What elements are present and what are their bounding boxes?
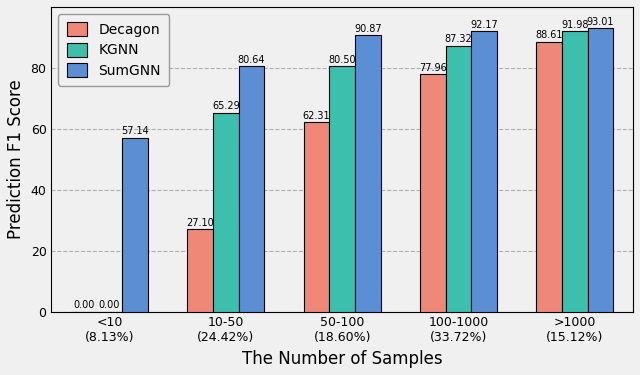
Text: 91.98: 91.98 (561, 20, 589, 30)
Text: 27.10: 27.10 (186, 218, 214, 228)
Legend: Decagon, KGNN, SumGNN: Decagon, KGNN, SumGNN (58, 14, 170, 86)
Bar (188, 229, 213, 312)
Text: 90.87: 90.87 (354, 24, 381, 33)
Bar (445, 46, 471, 312)
Text: 65.29: 65.29 (212, 102, 240, 111)
Bar (471, 31, 497, 312)
Text: 80.64: 80.64 (237, 55, 265, 65)
Text: 77.96: 77.96 (419, 63, 447, 73)
Y-axis label: Prediction F1 Score: Prediction F1 Score (7, 80, 25, 239)
Text: 92.17: 92.17 (470, 20, 498, 30)
Bar (588, 28, 613, 312)
Text: 80.50: 80.50 (328, 55, 356, 65)
X-axis label: The Number of Samples: The Number of Samples (242, 350, 442, 368)
Bar (562, 32, 588, 312)
Bar (304, 122, 330, 312)
Bar (536, 42, 562, 312)
Text: 0.00: 0.00 (99, 300, 120, 310)
Bar (420, 74, 445, 312)
Text: 87.32: 87.32 (445, 34, 472, 44)
Bar (213, 113, 239, 312)
Text: 88.61: 88.61 (536, 30, 563, 40)
Bar (330, 66, 355, 312)
Text: 62.31: 62.31 (303, 111, 330, 121)
Bar (122, 138, 148, 312)
Bar (355, 35, 381, 312)
Text: 0.00: 0.00 (73, 300, 95, 310)
Bar (239, 66, 264, 312)
Text: 93.01: 93.01 (587, 17, 614, 27)
Text: 57.14: 57.14 (121, 126, 149, 136)
